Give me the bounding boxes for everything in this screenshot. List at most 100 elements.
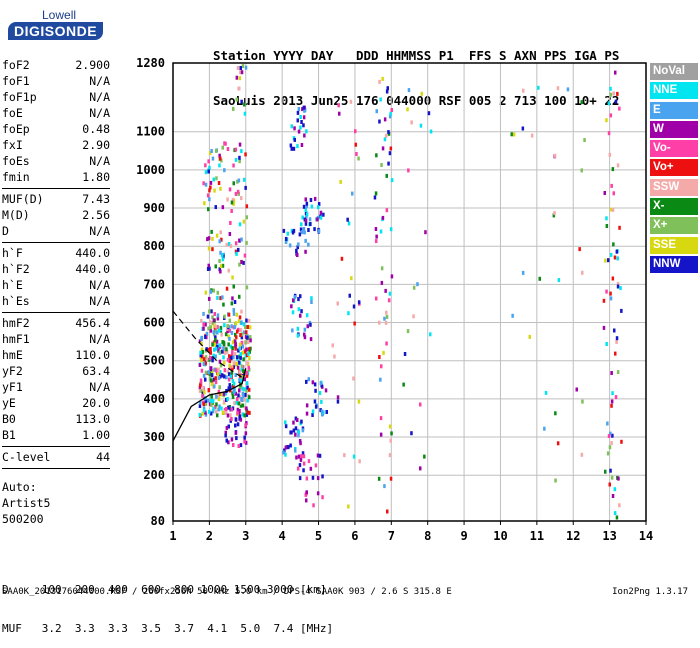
echo-point [311, 409, 315, 414]
echo-point [347, 221, 351, 226]
echo-point [301, 215, 304, 220]
echo-point [200, 341, 203, 346]
echo-point [297, 430, 301, 435]
param-separator [2, 468, 110, 469]
echo-point [351, 191, 354, 196]
echo-point [213, 347, 216, 352]
echo-point [218, 153, 221, 158]
echo-point [605, 342, 608, 346]
echo-point [358, 459, 361, 464]
param-value: 2.900 [75, 58, 110, 72]
echo-point [216, 330, 219, 335]
echo-point [237, 319, 241, 324]
echo-point [304, 208, 307, 212]
echo-point [246, 398, 249, 403]
echo-point [616, 284, 620, 289]
echo-point [608, 152, 612, 157]
echo-point [219, 370, 222, 374]
echo-point [306, 324, 309, 329]
param-value: N/A [89, 380, 110, 394]
echo-point [204, 377, 207, 382]
echo-point [248, 349, 251, 354]
echo-point [218, 259, 221, 263]
echo-point [218, 239, 221, 244]
echo-point [605, 224, 609, 228]
echo-point [244, 423, 247, 428]
echo-point [216, 325, 219, 330]
echo-point [375, 234, 378, 239]
echo-point [605, 216, 608, 221]
echo-point [219, 363, 223, 368]
echo-point [613, 328, 616, 333]
echo-point [407, 88, 411, 93]
echo-point [292, 428, 296, 433]
echo-point [609, 207, 613, 212]
y-tick-label: 800 [143, 239, 165, 253]
echo-point [388, 291, 392, 296]
echo-point [521, 270, 525, 275]
echo-point [244, 185, 247, 190]
echo-point [304, 249, 307, 254]
echo-point [246, 325, 249, 329]
echo-point [307, 459, 311, 464]
echo-point [301, 428, 305, 433]
echo-point [237, 393, 240, 398]
echo-point [304, 218, 308, 223]
echo-point [389, 476, 393, 481]
auto-artist: Artist5 [2, 496, 51, 510]
auto-code: 500200 [2, 512, 44, 526]
echo-point [229, 344, 233, 349]
param-row: B1 1.00 [2, 427, 110, 443]
echo-point [216, 413, 219, 418]
echo-point [300, 230, 304, 235]
echo-point [209, 355, 212, 360]
echo-point [248, 336, 251, 340]
echo-point [289, 443, 292, 448]
echo-point [199, 353, 202, 358]
echo-point [378, 119, 381, 124]
echo-point [245, 353, 249, 358]
echo-point [226, 369, 230, 374]
echo-point [385, 341, 388, 346]
echo-point [234, 249, 238, 254]
legend-item: X+ [650, 217, 698, 235]
echo-point [307, 228, 310, 232]
echo-point [220, 406, 223, 411]
echo-point [243, 177, 246, 182]
echo-point [199, 400, 202, 405]
echo-point [318, 391, 322, 395]
echo-point [352, 454, 356, 459]
echo-point [316, 476, 320, 481]
echo-point [219, 230, 222, 235]
echo-point [246, 410, 250, 415]
parameter-table: foF2 2.900 foF1 N/A foF1p N/A foE N/A foEp 0.48 fx… [2, 57, 110, 471]
echo-point [214, 324, 218, 329]
echo-point [377, 476, 381, 481]
echo-point [206, 237, 209, 242]
echo-point [244, 334, 248, 339]
echo-point [214, 354, 217, 359]
x-tick-label: 8 [424, 529, 431, 543]
echo-point [604, 258, 607, 263]
echo-point [214, 346, 218, 351]
echo-point [606, 421, 609, 426]
echo-point [242, 330, 246, 335]
echo-point [299, 125, 302, 130]
echo-point [614, 70, 617, 75]
y-tick-label: 500 [143, 354, 165, 368]
param-name: foEs [2, 154, 30, 168]
echo-point [249, 338, 252, 343]
echo-point [231, 349, 234, 354]
echo-point [238, 315, 242, 320]
echo-point [235, 97, 238, 102]
echo-point [209, 350, 212, 355]
echo-point [218, 385, 221, 390]
echo-point [510, 132, 513, 137]
echo-point [246, 385, 249, 390]
x-tick-label: 1 [169, 529, 176, 543]
distance-row: D 100 200 400 600 800 1000 1500 3000 [km… [2, 583, 327, 596]
legend-item: Vo+ [650, 159, 698, 177]
echo-point [210, 398, 213, 403]
param-value: N/A [89, 74, 110, 88]
echo-point [221, 295, 224, 300]
